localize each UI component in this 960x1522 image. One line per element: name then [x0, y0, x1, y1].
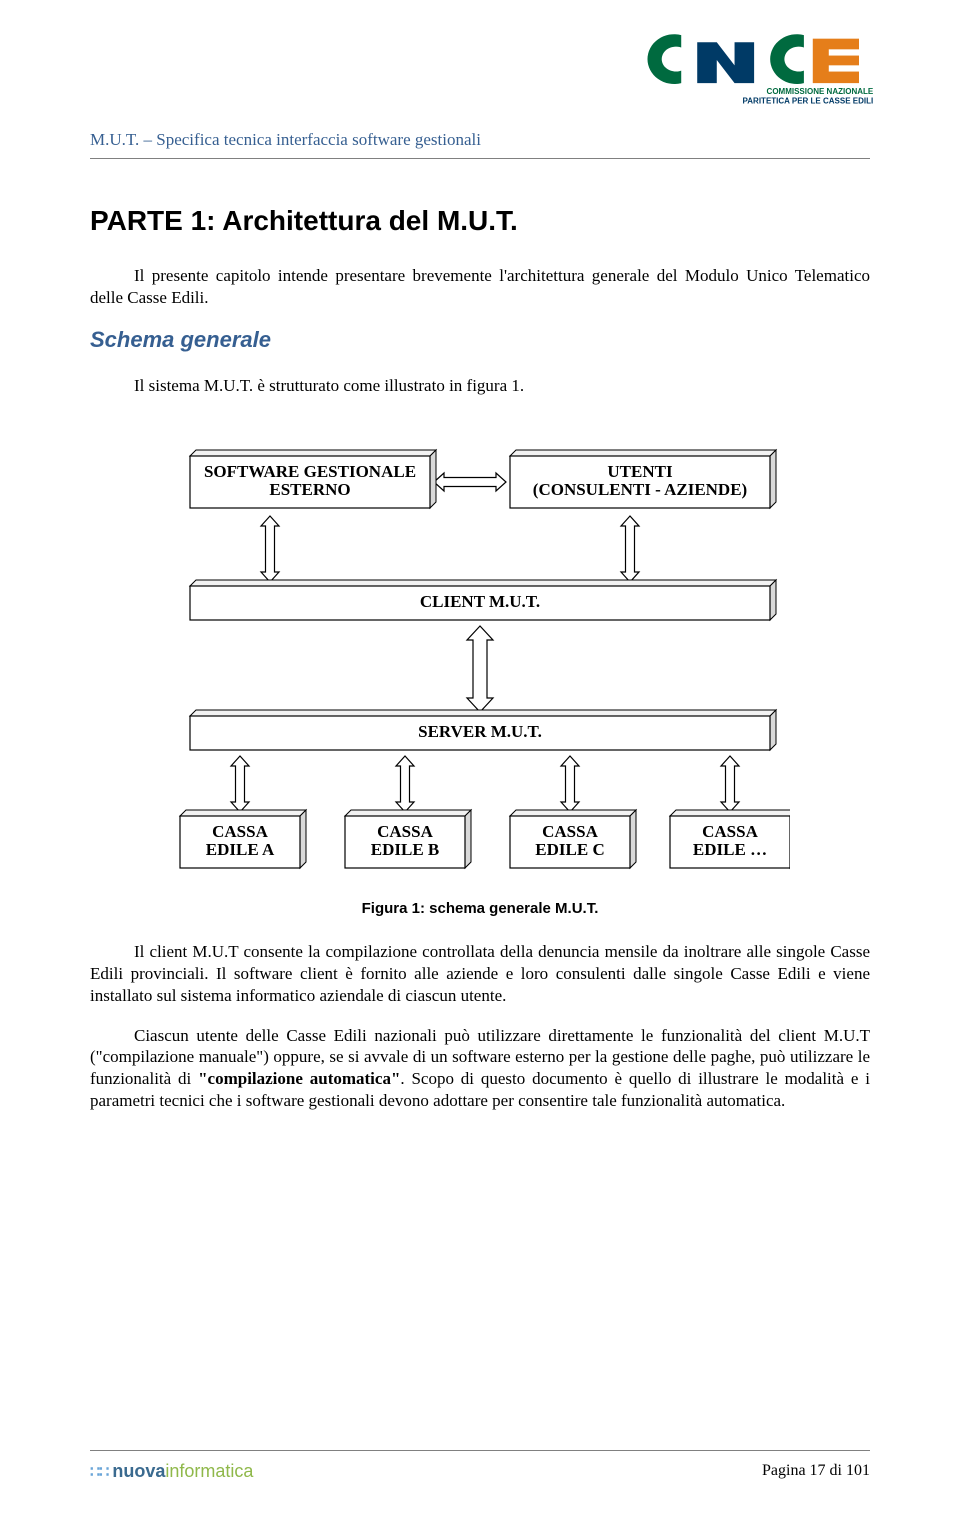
body-paragraph-2: Ciascun utente delle Casse Edili naziona… — [90, 1025, 870, 1112]
footer-brand-b: informatica — [165, 1461, 253, 1481]
diagram-container: SOFTWARE GESTIONALEESTERNO UTENTI(CONSULE… — [90, 426, 870, 886]
footer-dots-icon: ∷∷ — [90, 1462, 108, 1482]
body-paragraph-1: Il client M.U.T consente la compilazione… — [90, 941, 870, 1006]
intro-paragraph: Il presente capitolo intende presentare … — [90, 265, 870, 309]
diagram-node-label: CLIENT M.U.T. — [420, 592, 540, 611]
logo-letter-e — [813, 39, 859, 83]
schema-paragraph: Il sistema M.U.T. è strutturato come ill… — [90, 375, 870, 397]
content: PARTE 1: Architettura del M.U.T. Il pres… — [90, 205, 870, 1130]
section-subtitle: Schema generale — [90, 327, 870, 353]
logo-letter-c — [647, 34, 681, 84]
figure-caption: Figura 1: schema generale M.U.T. — [90, 900, 870, 917]
page: COMMISSIONE NAZIONALE PARITETICA PER LE … — [0, 0, 960, 1522]
page-number: Pagina 17 di 101 — [762, 1462, 870, 1480]
diagram-node-label: (CONSULENTI - AZIENDE) — [533, 480, 747, 499]
diagram-node-label: SERVER M.U.T. — [418, 722, 542, 741]
diagram-node-label: UTENTI — [607, 462, 673, 481]
diagram-node-label: EDILE A — [206, 840, 275, 859]
diagram-node-label: EDILE C — [535, 840, 604, 859]
footer-brand-a: nuova — [112, 1461, 165, 1481]
header-rule — [90, 158, 870, 159]
body-p2-strong: "compilazione automatica" — [198, 1069, 400, 1088]
diagram-node-label: ESTERNO — [269, 480, 350, 499]
diagram-node-label: CASSA — [212, 822, 268, 841]
brand-logo: COMMISSIONE NAZIONALE PARITETICA PER LE … — [620, 28, 890, 108]
page-title: PARTE 1: Architettura del M.U.T. — [90, 205, 870, 237]
logo-letter-c2 — [770, 34, 804, 84]
logo-letter-n — [697, 42, 754, 83]
diagram-node-label: EDILE … — [693, 840, 767, 859]
diagram-node-label: EDILE B — [371, 840, 440, 859]
logo-tagline-2: PARITETICA PER LE CASSE EDILI — [743, 97, 874, 106]
logo-tagline-1: COMMISSIONE NAZIONALE — [767, 87, 874, 96]
footer-brand-logo: ∷∷nuovainformatica — [90, 1461, 253, 1482]
diagram-node-label: CASSA — [702, 822, 758, 841]
diagram-node-label: CASSA — [542, 822, 598, 841]
architecture-diagram: SOFTWARE GESTIONALEESTERNO UTENTI(CONSULE… — [170, 426, 790, 886]
footer-row: ∷∷nuovainformatica Pagina 17 di 101 — [90, 1461, 870, 1482]
diagram-node-label: SOFTWARE GESTIONALE — [204, 462, 416, 481]
footer-rule — [90, 1450, 870, 1451]
document-header: M.U.T. – Specifica tecnica interfaccia s… — [90, 130, 481, 150]
diagram-node-label: CASSA — [377, 822, 433, 841]
page-footer: ∷∷nuovainformatica Pagina 17 di 101 — [90, 1450, 870, 1482]
